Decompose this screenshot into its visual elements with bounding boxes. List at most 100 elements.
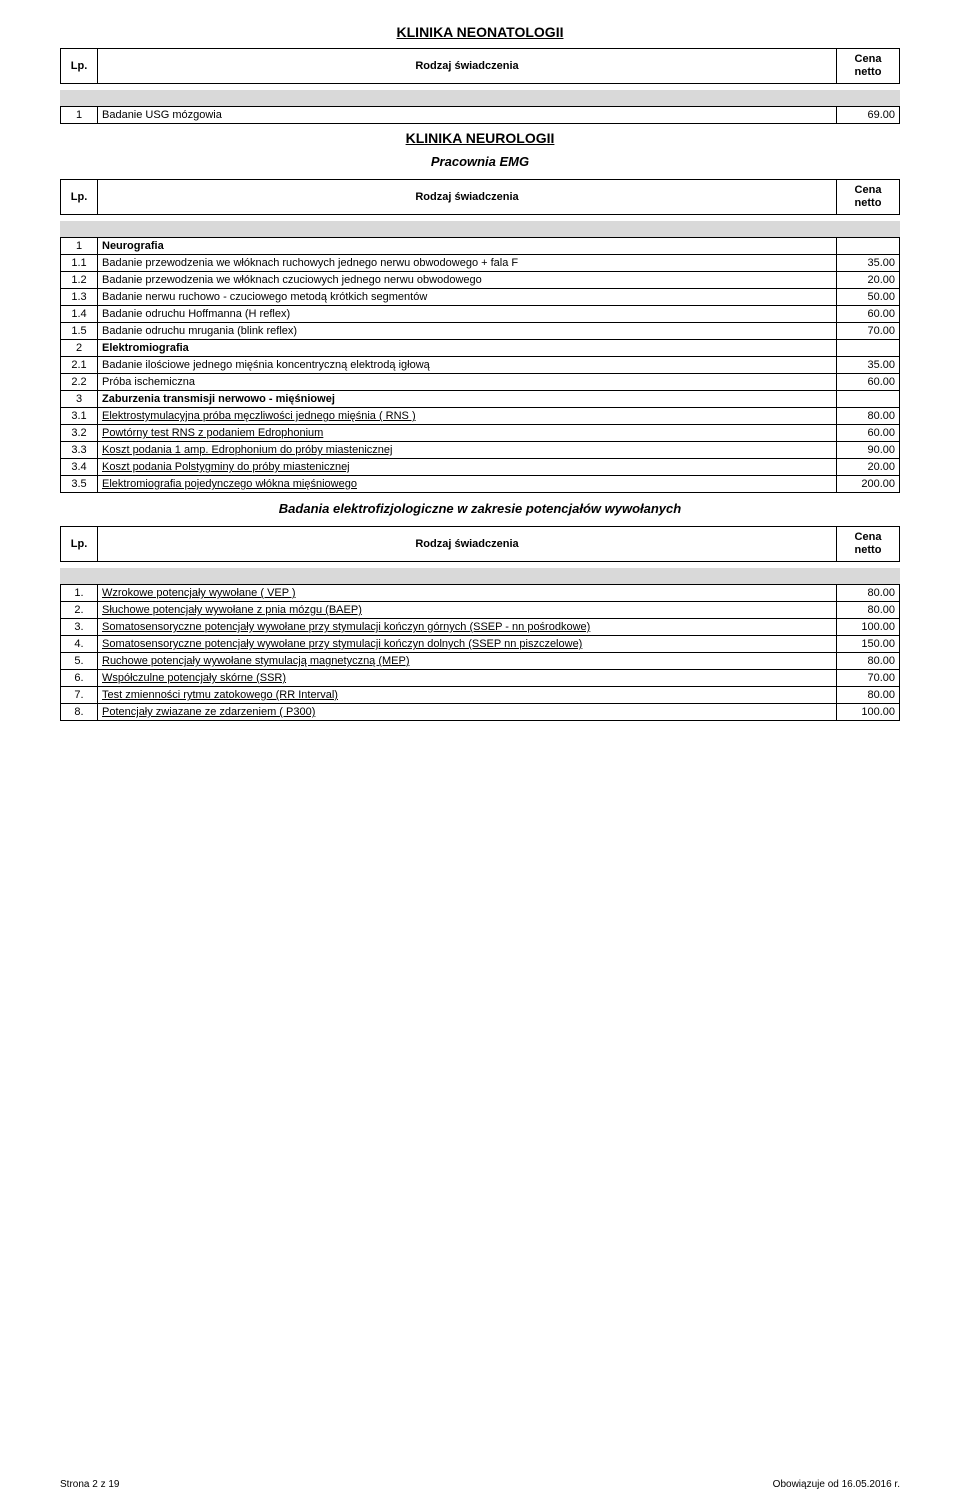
cell-lp: 2. xyxy=(61,602,98,619)
cell-price: 80.00 xyxy=(837,653,900,670)
section-title-neurologii: KLINIKA NEUROLOGII xyxy=(60,130,900,146)
cell-name: Badanie odruchu mrugania (blink reflex) xyxy=(98,323,837,340)
table-row: 2.Słuchowe potencjały wywołane z pnia mó… xyxy=(61,602,900,619)
header-rodzaj: Rodzaj świadczenia xyxy=(98,527,837,562)
cell-lp: 3.2 xyxy=(61,425,98,442)
cell-lp: 3.1 xyxy=(61,408,98,425)
table-row: 6.Współczulne potencjały skórne (SSR)70.… xyxy=(61,670,900,687)
header-cena: Cena netto xyxy=(837,180,900,215)
cell-name: Potencjały zwiazane ze zdarzeniem ( P300… xyxy=(98,704,837,721)
cell-name: Powtórny test RNS z podaniem Edrophonium xyxy=(98,425,837,442)
subsection-title-emg: Pracownia EMG xyxy=(60,154,900,169)
cell-name: Wzrokowe potencjały wywołane ( VEP ) xyxy=(98,585,837,602)
subsection-title-elektrofiz: Badania elektrofizjologiczne w zakresie … xyxy=(60,501,900,516)
cell-lp: 2.1 xyxy=(61,357,98,374)
cell-name: Badanie przewodzenia we włóknach czuciow… xyxy=(98,272,837,289)
cell-name: Koszt podania 1 amp. Edrophonium do prób… xyxy=(98,442,837,459)
cell-price: 100.00 xyxy=(837,704,900,721)
header-cena-line2: netto xyxy=(855,197,882,209)
cell-lp: 3. xyxy=(61,619,98,636)
cell-lp: 3.4 xyxy=(61,459,98,476)
table-row: 2Elektromiografia xyxy=(61,340,900,357)
table-row: 2.1Badanie ilościowe jednego mięśnia kon… xyxy=(61,357,900,374)
table-header: Lp. Rodzaj świadczenia Cena netto xyxy=(61,180,900,215)
table-row: 1.3Badanie nerwu ruchowo - czuciowego me… xyxy=(61,289,900,306)
cell-name: Somatosensoryczne potencjały wywołane pr… xyxy=(98,619,837,636)
header-lp: Lp. xyxy=(61,527,98,562)
header-lp: Lp. xyxy=(61,49,98,84)
cell-price: 80.00 xyxy=(837,408,900,425)
cell-price: 80.00 xyxy=(837,687,900,704)
table-row: 1.5Badanie odruchu mrugania (blink refle… xyxy=(61,323,900,340)
table-row: 3.Somatosensoryczne potencjały wywołane … xyxy=(61,619,900,636)
cell-price: 150.00 xyxy=(837,636,900,653)
cell-name: Badanie nerwu ruchowo - czuciowego metod… xyxy=(98,289,837,306)
cell-price: 20.00 xyxy=(837,459,900,476)
table-header: Lp. Rodzaj świadczenia Cena netto xyxy=(61,527,900,562)
table-row: 3.3Koszt podania 1 amp. Edrophonium do p… xyxy=(61,442,900,459)
header-cena: Cena netto xyxy=(837,527,900,562)
cell-price: 80.00 xyxy=(837,585,900,602)
table-row: 4.Somatosensoryczne potencjały wywołane … xyxy=(61,636,900,653)
header-cena-line1: Cena xyxy=(855,53,882,65)
table-neonatologii: Lp. Rodzaj świadczenia Cena netto xyxy=(60,48,900,84)
cell-lp: 3.3 xyxy=(61,442,98,459)
cell-name: Badanie USG mózgowia xyxy=(98,107,837,124)
section-title-neonatologii: KLINIKA NEONATOLOGII xyxy=(60,24,900,40)
cell-name: Badanie ilościowe jednego mięśnia koncen… xyxy=(98,357,837,374)
cell-name: Słuchowe potencjały wywołane z pnia mózg… xyxy=(98,602,837,619)
cell-lp: 1 xyxy=(61,238,98,255)
table-elektrofiz-header: Lp. Rodzaj świadczenia Cena netto xyxy=(60,526,900,562)
cell-name: Elektrostymulacyjna próba męczliwości je… xyxy=(98,408,837,425)
table-row: 3.5Elektromiografia pojedynczego włókna … xyxy=(61,476,900,493)
table-row: 3.1Elektrostymulacyjna próba męczliwości… xyxy=(61,408,900,425)
table-row: 3Zaburzenia transmisji nerwowo - mięśnio… xyxy=(61,391,900,408)
cell-lp: 1. xyxy=(61,585,98,602)
cell-lp: 1.1 xyxy=(61,255,98,272)
cell-lp: 1.5 xyxy=(61,323,98,340)
cell-price: 50.00 xyxy=(837,289,900,306)
table-emg-body: 1Neurografia1.1Badanie przewodzenia we w… xyxy=(60,237,900,493)
table-row: 1.4Badanie odruchu Hoffmanna (H reflex)6… xyxy=(61,306,900,323)
cell-price: 60.00 xyxy=(837,306,900,323)
cell-lp: 1.4 xyxy=(61,306,98,323)
cell-price: 35.00 xyxy=(837,255,900,272)
table-row: 1.2Badanie przewodzenia we włóknach czuc… xyxy=(61,272,900,289)
cell-name: Ruchowe potencjały wywołane stymulacją m… xyxy=(98,653,837,670)
cell-name: Elektromiografia pojedynczego włókna mię… xyxy=(98,476,837,493)
cell-price: 100.00 xyxy=(837,619,900,636)
cell-name: Somatosensoryczne potencjały wywołane pr… xyxy=(98,636,837,653)
cell-lp: 2 xyxy=(61,340,98,357)
cell-name: Badanie przewodzenia we włóknach ruchowy… xyxy=(98,255,837,272)
table-emg-header: Lp. Rodzaj świadczenia Cena netto xyxy=(60,179,900,215)
header-rodzaj: Rodzaj świadczenia xyxy=(98,49,837,84)
cell-name: Badanie odruchu Hoffmanna (H reflex) xyxy=(98,306,837,323)
cell-name: Neurografia xyxy=(98,238,837,255)
footer-right: Obowiązuje od 16.05.2016 r. xyxy=(773,1479,900,1490)
cell-name: Elektromiografia xyxy=(98,340,837,357)
cell-lp: 8. xyxy=(61,704,98,721)
cell-lp: 3 xyxy=(61,391,98,408)
header-cena-line1: Cena xyxy=(855,531,882,543)
header-cena-line2: netto xyxy=(855,544,882,556)
cell-lp: 4. xyxy=(61,636,98,653)
cell-price: 69.00 xyxy=(837,107,900,124)
table-neonatologii-body: 1Badanie USG mózgowia69.00 xyxy=(60,106,900,124)
table-row: 1Neurografia xyxy=(61,238,900,255)
cell-price xyxy=(837,340,900,357)
table-elektrofiz-body: 1.Wzrokowe potencjały wywołane ( VEP )80… xyxy=(60,584,900,721)
table-row: 2.2Próba ischemiczna60.00 xyxy=(61,374,900,391)
cell-price: 200.00 xyxy=(837,476,900,493)
cell-price xyxy=(837,391,900,408)
cell-lp: 3.5 xyxy=(61,476,98,493)
cell-name: Test zmienności rytmu zatokowego (RR Int… xyxy=(98,687,837,704)
cell-price: 35.00 xyxy=(837,357,900,374)
table-row: 7.Test zmienności rytmu zatokowego (RR I… xyxy=(61,687,900,704)
header-rodzaj: Rodzaj świadczenia xyxy=(98,180,837,215)
cell-lp: 2.2 xyxy=(61,374,98,391)
table-row: 3.4Koszt podania Polstygminy do próby mi… xyxy=(61,459,900,476)
header-cena-line1: Cena xyxy=(855,184,882,196)
cell-lp: 1.2 xyxy=(61,272,98,289)
gray-band xyxy=(60,90,900,106)
table-header: Lp. Rodzaj świadczenia Cena netto xyxy=(61,49,900,84)
